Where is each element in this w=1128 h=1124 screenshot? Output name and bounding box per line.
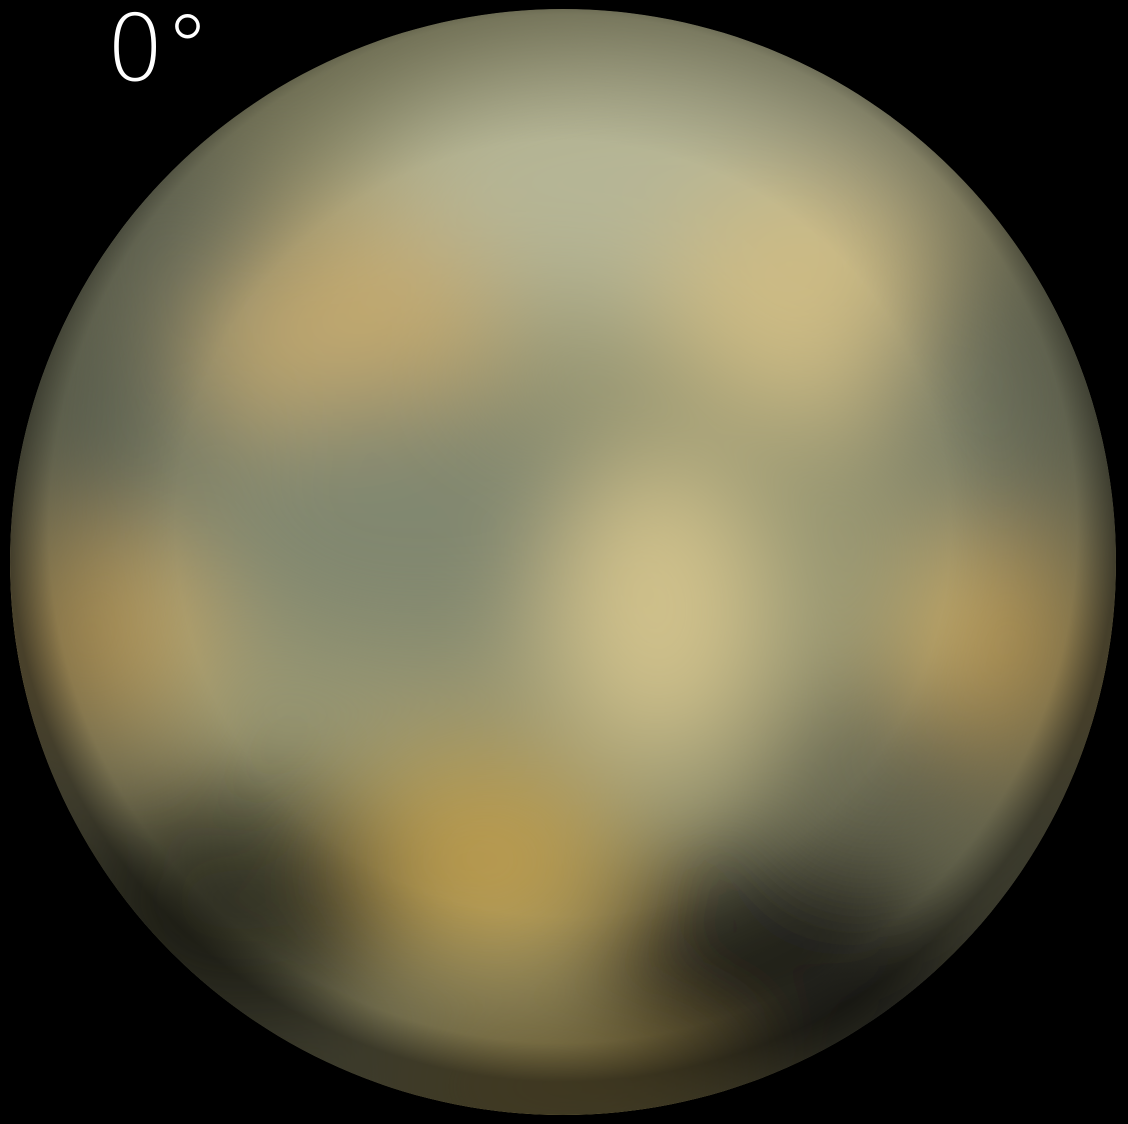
- rotation-label: 0°: [106, 0, 211, 102]
- planet: [10, 9, 1116, 1115]
